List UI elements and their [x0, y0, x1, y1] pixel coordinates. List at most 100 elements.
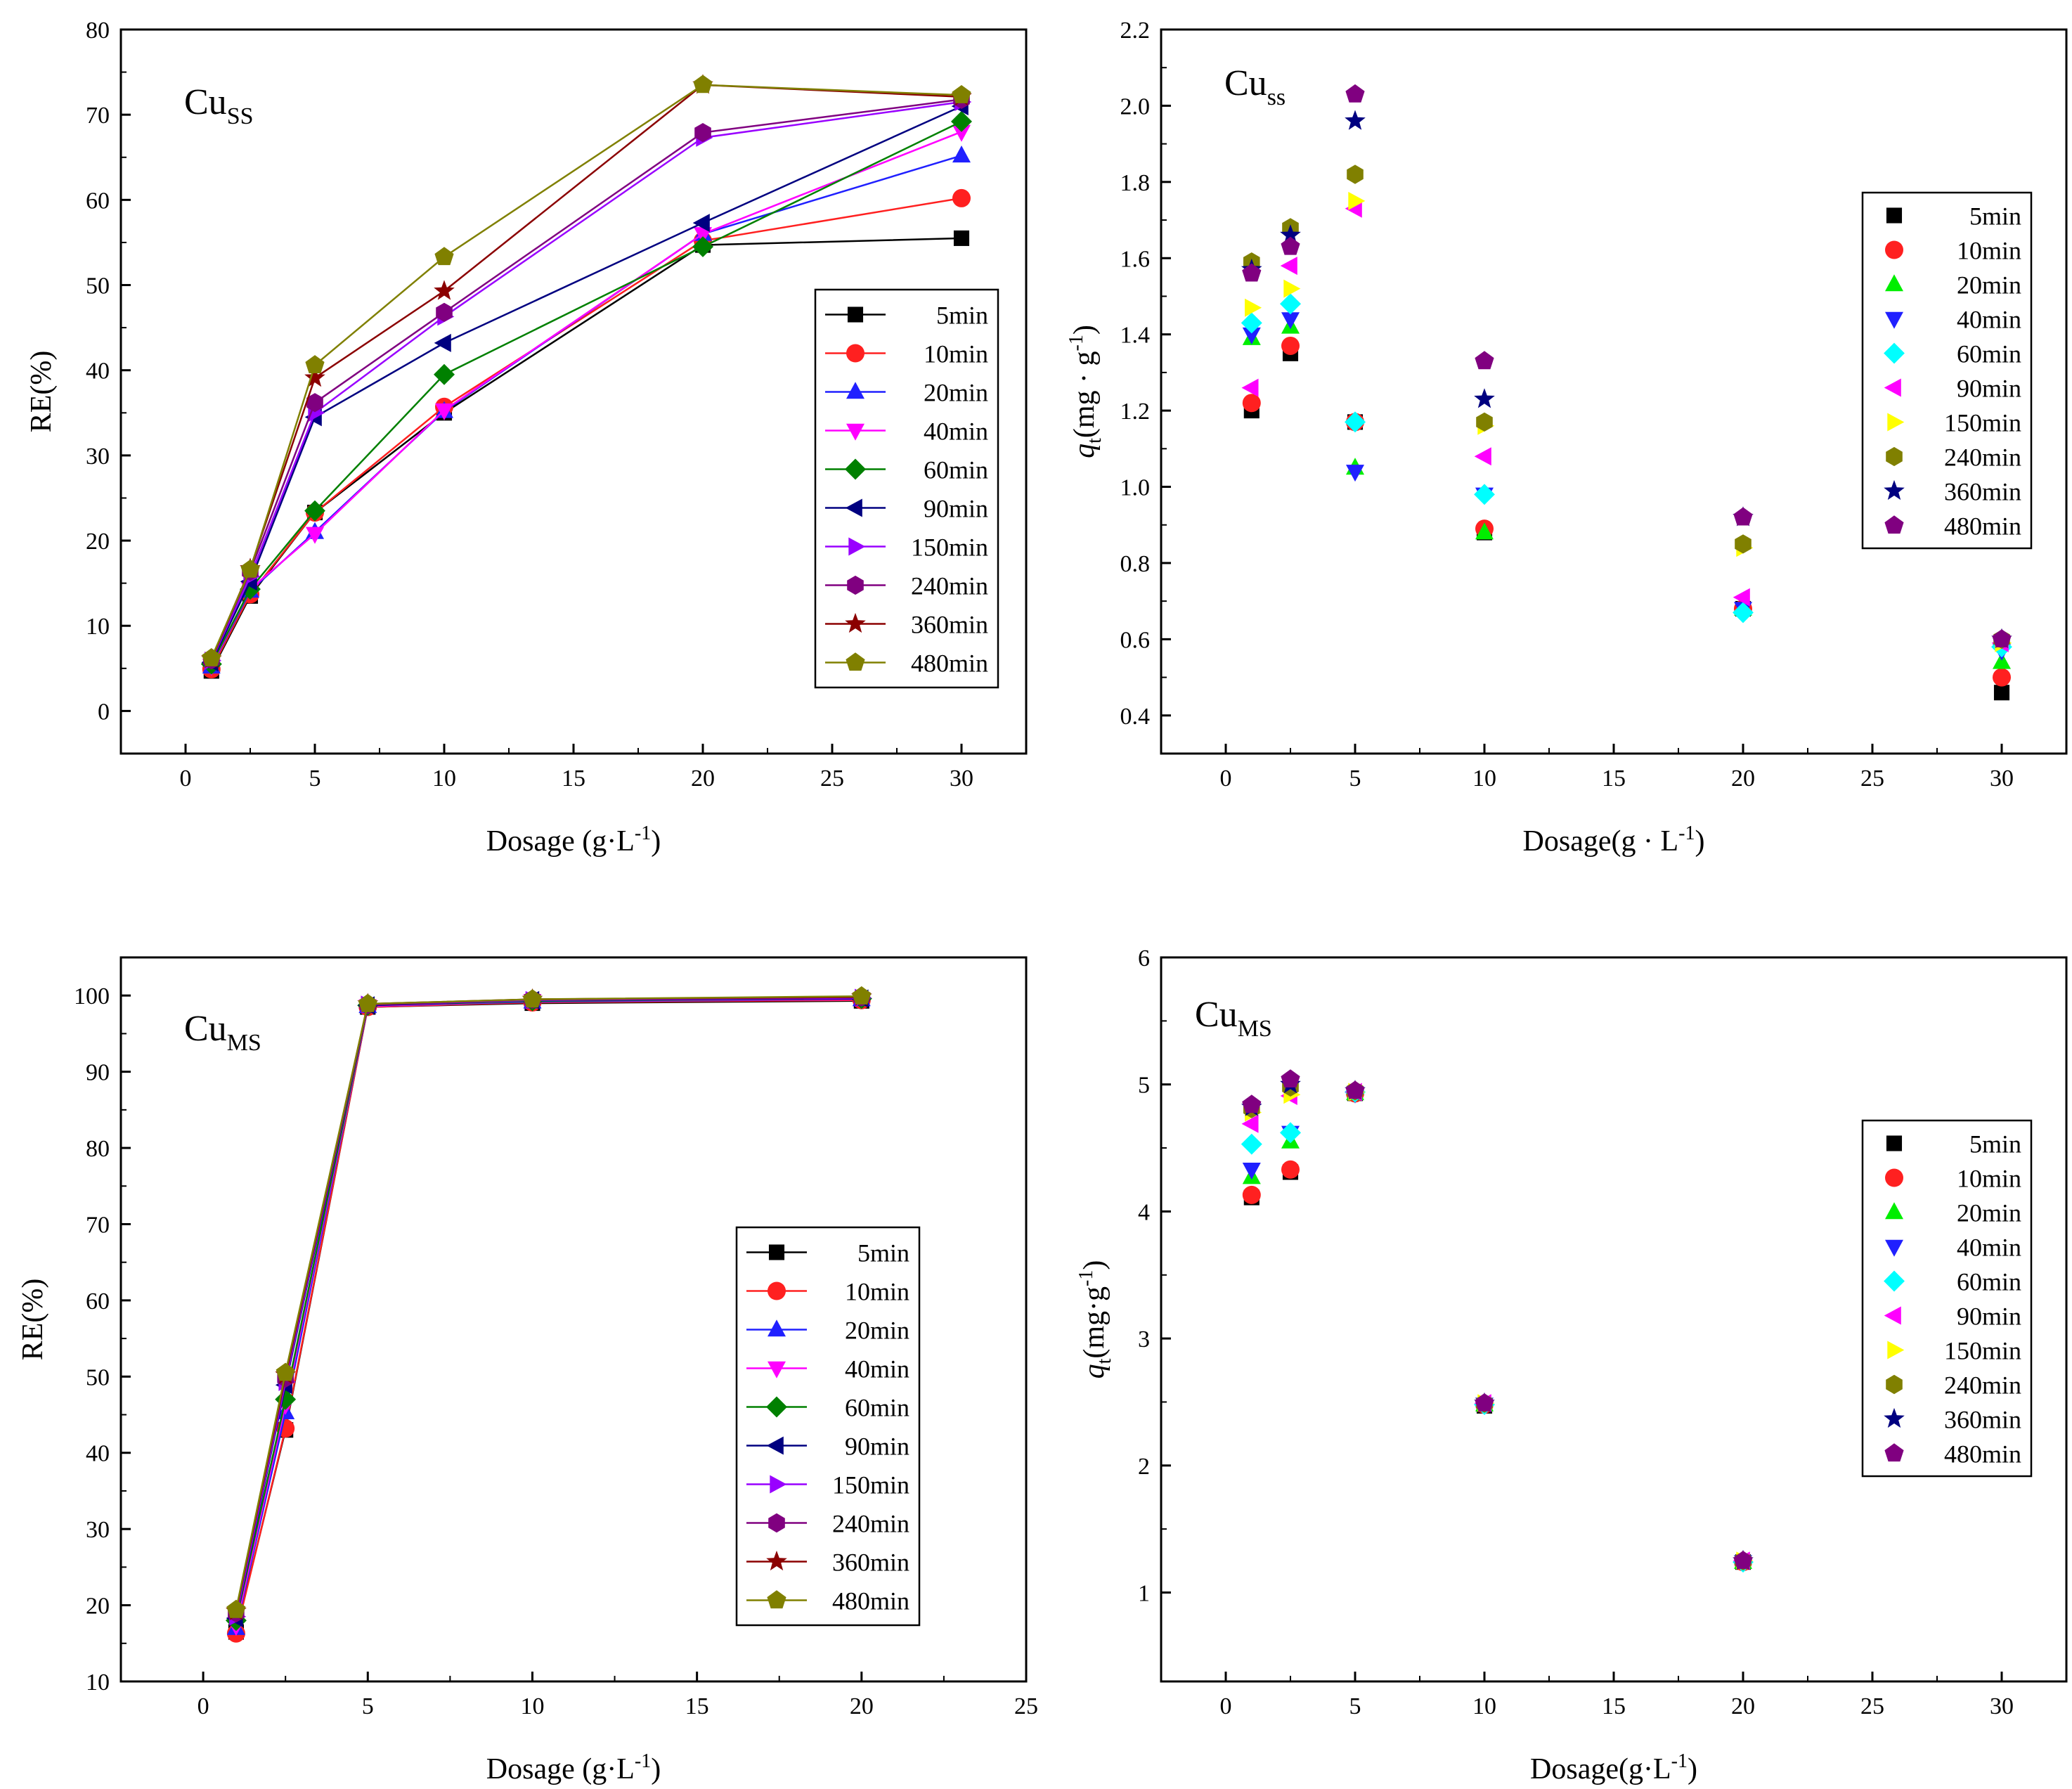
- legend-marker: [1884, 342, 1905, 364]
- data-point: [276, 1362, 295, 1381]
- legend-marker: [768, 1513, 785, 1533]
- y-tick-label: 1: [1138, 1581, 1150, 1607]
- data-point: [1281, 236, 1300, 255]
- legend-marker: [766, 1436, 784, 1455]
- y-tick-label: 30: [86, 444, 110, 470]
- data-point: [1281, 312, 1300, 330]
- x-tick-label: 15: [1602, 1693, 1626, 1719]
- series-line: [210, 105, 962, 663]
- legend-item: 20min: [746, 1317, 909, 1345]
- legend-item: 360min: [825, 611, 988, 639]
- series-5min: [1243, 1085, 1752, 1570]
- legend-marker: [1885, 274, 1903, 292]
- legend: 5min 10min 20min 40min 60min 90min 150min 240mi…: [1861, 1119, 2033, 1478]
- data-point: [1242, 1163, 1261, 1180]
- legend-item: 90min: [746, 1433, 909, 1461]
- legend-label: 60min: [924, 456, 988, 484]
- y-tick-label: 20: [86, 1594, 110, 1620]
- x-tick-label: 25: [820, 766, 844, 792]
- x-tick-label: 25: [1860, 1693, 1884, 1719]
- data-point: [1993, 668, 2011, 687]
- legend: 5min 10min 20min 40min 60min 90min 150min 240mi…: [735, 1226, 921, 1627]
- legend-label: 150min: [832, 1471, 909, 1499]
- data-point: [226, 1599, 246, 1618]
- x-tick-label: 20: [850, 1693, 874, 1719]
- y-axis-label: qt(mg · g-1): [1066, 325, 1106, 458]
- y-tick-label: 4: [1138, 1199, 1150, 1225]
- panel-title: CuSS: [184, 82, 254, 129]
- data-point: [1280, 293, 1301, 315]
- data-point: [1241, 1114, 1259, 1133]
- legend-marker: [1884, 1443, 1904, 1462]
- legend-label: 90min: [924, 495, 988, 523]
- legend-item: 90min: [1884, 375, 2021, 403]
- legend-label: 240min: [911, 572, 988, 600]
- x-tick-label: 10: [432, 766, 456, 792]
- data-point: [1242, 1094, 1262, 1113]
- y-tick-label: 60: [86, 188, 110, 214]
- data-point: [1993, 685, 2010, 701]
- legend-label: 240min: [832, 1510, 909, 1538]
- data-point: [1474, 484, 1495, 505]
- data-point: [1245, 298, 1262, 317]
- legend-marker: [1885, 1239, 1903, 1257]
- data-point: [951, 110, 972, 132]
- legend-marker: [845, 612, 866, 633]
- legend-marker: [1885, 1202, 1903, 1220]
- data-point: [1733, 588, 1750, 607]
- panel-cu-ss-qt: 0 5 10 15 20 25 30 0.4 0.6 0.8 1.0 1.2 1.4 1.6 1.8 2.0…: [1066, 18, 2068, 858]
- legend-marker: [1885, 311, 1903, 329]
- legend-item: 5min: [1886, 1130, 2021, 1158]
- data-point: [1476, 412, 1493, 432]
- data-point: [1242, 394, 1261, 413]
- y-tick-label: 6: [1138, 945, 1150, 971]
- legend-label: 10min: [1957, 237, 2021, 265]
- y-axis-label: qt(mg·g-1): [1075, 1260, 1115, 1379]
- legend-marker: [1886, 1135, 1903, 1151]
- legend-item: 20min: [825, 379, 988, 407]
- x-tick-label: 20: [1731, 766, 1755, 792]
- data-point: [952, 188, 971, 207]
- y-tick-label: 10: [86, 1669, 110, 1696]
- series-360min: [1241, 1073, 1754, 1570]
- data-point: [692, 214, 710, 233]
- legend-item: 20min: [1885, 1199, 2021, 1227]
- legend-label: 150min: [1944, 1337, 2021, 1365]
- data-point: [1474, 388, 1495, 408]
- data-point: [1280, 224, 1301, 245]
- legend-marker: [768, 1319, 786, 1337]
- data-point: [1283, 279, 1301, 298]
- legend-item: 240min: [825, 572, 988, 600]
- data-point: [1241, 312, 1262, 334]
- legend-marker: [1885, 240, 1903, 259]
- legend-label: 5min: [1969, 1130, 2021, 1158]
- series-480min: [1242, 1069, 1753, 1569]
- legend-label: 10min: [1957, 1165, 2021, 1193]
- legend-label: 240min: [1944, 444, 2021, 472]
- legend-marker: [845, 458, 866, 480]
- y-tick-label: 40: [86, 359, 110, 385]
- x-tick-label: 0: [1220, 766, 1232, 792]
- x-tick-label: 20: [1731, 1693, 1755, 1719]
- legend-marker: [770, 1475, 787, 1494]
- legend-label: 5min: [936, 302, 988, 330]
- data-point: [435, 403, 453, 420]
- legend-marker: [847, 306, 864, 323]
- data-point: [304, 367, 325, 387]
- x-axis-label: Dosage (g·L-1): [486, 1750, 661, 1785]
- legend-item: 10min: [1885, 237, 2021, 265]
- x-tick-label: 30: [1990, 766, 2014, 792]
- series-line: [210, 197, 962, 670]
- legend-marker: [1887, 413, 1905, 432]
- legend-item: 40min: [825, 418, 988, 446]
- data-point: [953, 230, 970, 246]
- data-point: [1242, 1185, 1261, 1204]
- data-point: [1281, 1160, 1300, 1179]
- legend-item: 5min: [746, 1239, 909, 1267]
- legend-item: 240min: [746, 1510, 909, 1538]
- legend-item: 40min: [1885, 306, 2021, 334]
- data-point: [1346, 465, 1364, 482]
- legend-marker: [1887, 1341, 1905, 1359]
- legend-marker: [846, 652, 865, 671]
- y-tick-label: 2: [1138, 1454, 1150, 1480]
